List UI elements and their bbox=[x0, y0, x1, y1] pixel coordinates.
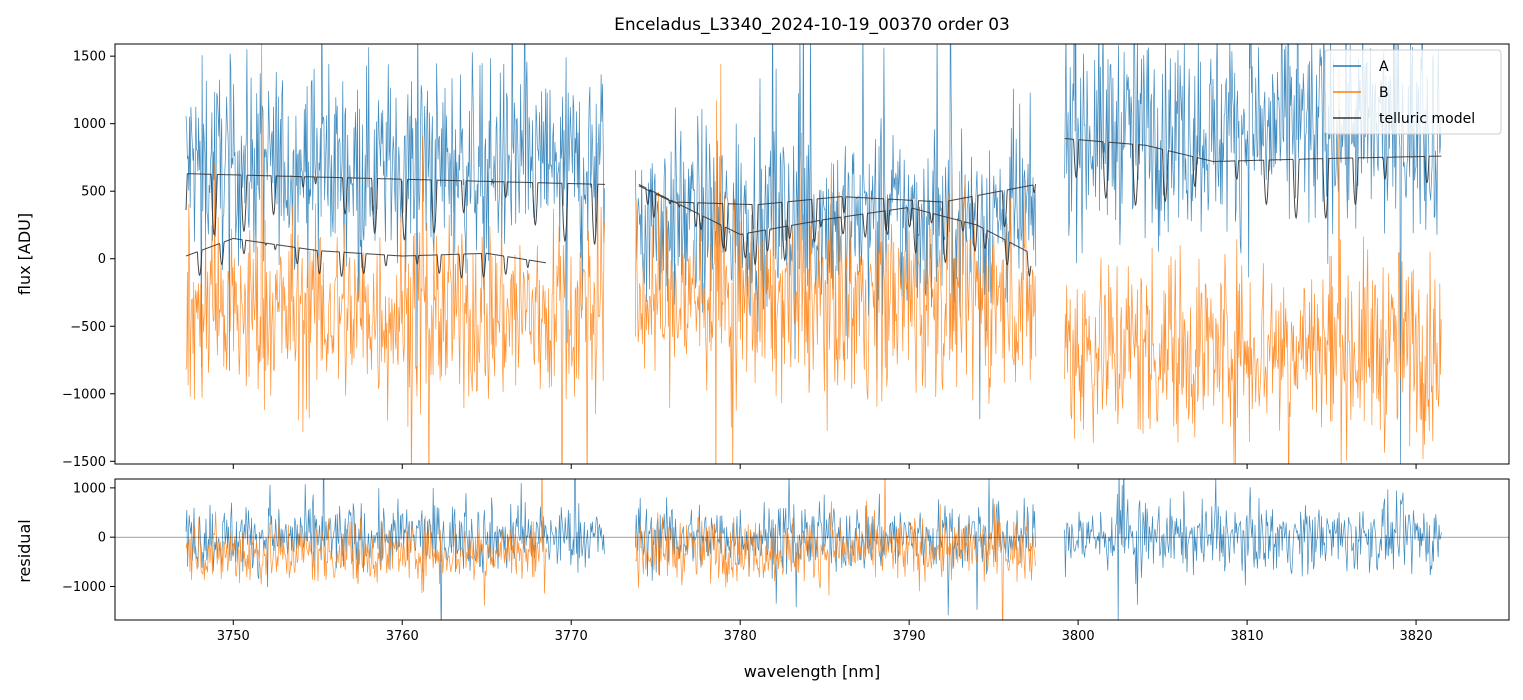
legend: A B telluric model bbox=[1324, 49, 1502, 135]
chart-title: Enceladus_L3340_2024-10-19_00370 order 0… bbox=[614, 15, 1010, 35]
top-ytick-label: 0 bbox=[98, 252, 106, 267]
legend-label-b: B bbox=[1379, 85, 1389, 101]
bottom-xtick-label: 3790 bbox=[893, 629, 926, 644]
legend-label-a: A bbox=[1379, 59, 1389, 75]
residual-b-segment-2 bbox=[635, 479, 1036, 620]
bottom-xtick-label: 3750 bbox=[217, 629, 250, 644]
bottom-x-axis: 3750 3760 3770 3780 3790 3800 3810 3820 bbox=[217, 620, 1433, 644]
series-a-segment-2 bbox=[635, 44, 1037, 420]
top-y-axis: −1500 −1000 −500 0 500 1000 1500 bbox=[62, 50, 115, 470]
top-ytick-label: 500 bbox=[81, 185, 106, 200]
bottom-xtick-label: 3810 bbox=[1231, 629, 1264, 644]
legend-box bbox=[1324, 49, 1502, 135]
legend-label-telluric: telluric model bbox=[1379, 111, 1475, 127]
bottom-xtick-label: 3820 bbox=[1400, 629, 1433, 644]
series-b-segment-3 bbox=[1064, 67, 1442, 464]
bottom-ytick-label: −1000 bbox=[62, 580, 106, 595]
bottom-y-label: residual bbox=[15, 519, 34, 582]
series-a-segment-3 bbox=[1064, 44, 1442, 464]
top-ytick-label: −1500 bbox=[62, 455, 106, 470]
bottom-ytick-label: 1000 bbox=[73, 481, 106, 496]
top-plot-area bbox=[185, 44, 1442, 464]
top-y-label: flux [ADU] bbox=[15, 213, 34, 295]
bottom-plot-area bbox=[115, 479, 1509, 620]
bottom-xtick-label: 3780 bbox=[724, 629, 757, 644]
bottom-xtick-label: 3760 bbox=[386, 629, 419, 644]
telluric-model-line bbox=[185, 138, 1442, 266]
top-x-axis bbox=[232, 464, 1417, 469]
bottom-y-axis: −1000 0 1000 bbox=[62, 481, 115, 595]
bottom-ytick-label: 0 bbox=[98, 531, 106, 546]
bottom-axes-frame bbox=[114, 478, 1510, 621]
bottom-xtick-label: 3800 bbox=[1062, 629, 1095, 644]
residual-b-segment-1 bbox=[185, 479, 548, 606]
top-ytick-label: −500 bbox=[70, 320, 106, 335]
top-axes-frame bbox=[114, 43, 1510, 465]
residual-a-segment-3 bbox=[1064, 479, 1442, 620]
x-axis-label: wavelength [nm] bbox=[744, 662, 881, 681]
top-ytick-label: 1000 bbox=[73, 117, 106, 132]
series-b-segment-2 bbox=[635, 63, 1037, 464]
bottom-xtick-label: 3770 bbox=[555, 629, 588, 644]
telluric-model-lower-line bbox=[185, 184, 1032, 279]
series-b-segment-1 bbox=[185, 44, 605, 464]
top-ytick-label: −1000 bbox=[62, 387, 106, 402]
top-ytick-label: 1500 bbox=[73, 50, 106, 65]
